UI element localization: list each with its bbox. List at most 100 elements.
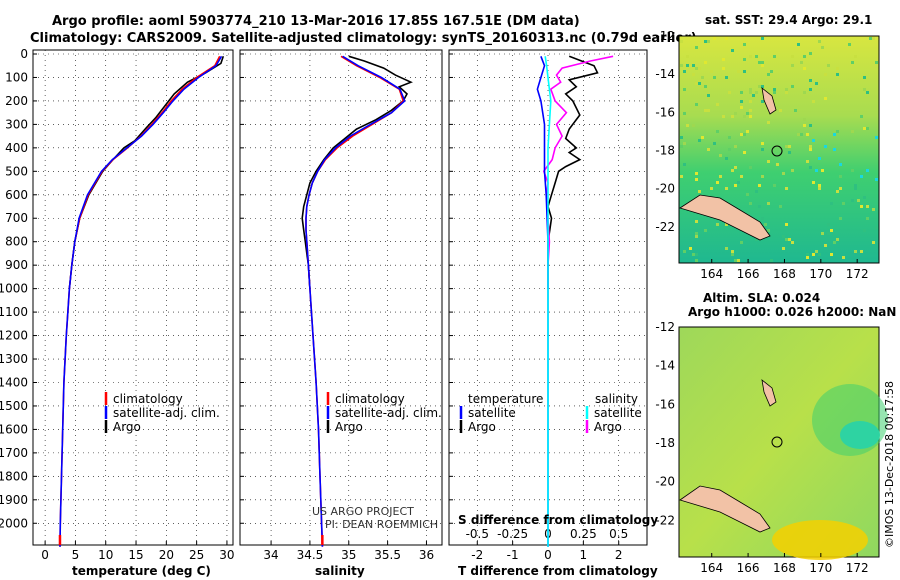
sst-pixel — [767, 229, 770, 232]
sst-pixel — [734, 112, 737, 115]
series-line-argo — [301, 55, 413, 289]
sst-pixel — [734, 184, 737, 187]
title-line-1: Argo profile: aoml 5903774_210 13-Mar-20… — [52, 14, 580, 29]
sst-pixel — [866, 217, 869, 220]
sst-pixel — [785, 91, 788, 94]
depth-tick-label: 2000 — [0, 516, 28, 530]
sst-pixel — [863, 229, 866, 232]
depth-tick-label: 100 — [5, 70, 28, 84]
sst-pixel — [749, 91, 752, 94]
depth-tick-label: 1600 — [0, 422, 28, 436]
legend-salinity-heading: salinity — [595, 392, 638, 406]
sst-pixel — [788, 238, 791, 241]
sst-pixel — [695, 259, 698, 262]
sst-pixel — [866, 91, 869, 94]
sst-pixel — [764, 223, 767, 226]
depth-tick-label: 0 — [20, 47, 28, 61]
sst-pixel — [761, 61, 764, 64]
sst-pixel — [758, 205, 761, 208]
difference-xlabel: T difference from climatology — [458, 564, 658, 578]
sst-pixel — [743, 58, 746, 61]
sst-pixel — [821, 46, 824, 49]
sst-pixel — [800, 133, 803, 136]
sst-pixel — [752, 94, 755, 97]
sst-pixel — [791, 64, 794, 67]
sst-pixel — [680, 40, 683, 43]
sst-pixel — [728, 136, 731, 139]
sst-pixel — [695, 220, 698, 223]
sst-pixel — [872, 208, 875, 211]
sst-pixel — [737, 259, 740, 262]
sst-pixel — [794, 109, 797, 112]
lat-tick-label: -14 — [655, 359, 675, 373]
sst-pixel — [680, 175, 683, 178]
vanuatu-island — [761, 379, 777, 407]
sst-pixel — [815, 169, 818, 172]
sst-pixel — [809, 52, 812, 55]
sst-pixel — [695, 253, 698, 256]
sst-pixel — [851, 61, 854, 64]
sst-pixel — [839, 187, 842, 190]
sla-yellow-patch — [772, 520, 868, 560]
sst-pixel — [695, 178, 698, 181]
sst-pixel — [860, 115, 863, 118]
sst-pixel — [695, 235, 698, 238]
sst-pixel — [692, 73, 695, 76]
x-tick-label: 2 — [615, 548, 623, 562]
lat-tick-label: -12 — [655, 320, 675, 334]
s-tick-label: 0.25 — [570, 527, 597, 541]
lon-tick-label: 172 — [846, 561, 869, 575]
sst-pixel — [851, 199, 854, 202]
sst-pixel — [707, 148, 710, 151]
sst-pixel — [812, 181, 815, 184]
sst-pixel — [872, 241, 875, 244]
sst-pixel — [749, 166, 752, 169]
sst-pixel — [686, 64, 689, 67]
lon-tick-label: 164 — [700, 561, 723, 575]
sst-pixel — [695, 103, 698, 106]
lon-tick-label: 172 — [846, 267, 869, 281]
sst-pixel — [791, 85, 794, 88]
sst-pixel — [704, 40, 707, 43]
sst-pixel — [875, 178, 878, 181]
depth-tick-label: 700 — [5, 211, 28, 225]
watermark: ©IMOS 13-Dec-2018 00:17:58 — [883, 381, 896, 548]
lon-tick-label: 166 — [737, 267, 760, 281]
sst-pixel — [758, 85, 761, 88]
x-tick-label: 34.5 — [297, 548, 324, 562]
temperature-legend: climatology satellite-adj. clim. Argo — [104, 392, 220, 434]
s-tick-label: 0.5 — [609, 527, 628, 541]
sst-pixel — [743, 115, 746, 118]
legend-temperature-heading: temperature — [468, 392, 543, 406]
sst-pixel — [749, 100, 752, 103]
x-tick-label: -1 — [507, 548, 519, 562]
sst-pixel — [743, 133, 746, 136]
temperature-xlabel: temperature (deg C) — [72, 564, 211, 578]
sst-pixel — [827, 64, 830, 67]
sst-pixel — [866, 205, 869, 208]
legend-climatology: climatology — [335, 392, 405, 406]
sst-pixel — [809, 124, 812, 127]
sst-pixel — [803, 55, 806, 58]
sst-pixel — [839, 175, 842, 178]
sst-pixel — [716, 223, 719, 226]
sst-pixel — [749, 109, 752, 112]
sst-pixel — [824, 145, 827, 148]
sst-pixel — [740, 106, 743, 109]
sst-pixel — [788, 151, 791, 154]
sst-pixel — [773, 55, 776, 58]
sla-map-title-line-2: Argo h1000: 0.026 h2000: NaN — [688, 305, 896, 319]
sst-pixel — [836, 238, 839, 241]
sst-pixel — [761, 64, 764, 67]
sla-map-title-line-1: Altim. SLA: 0.024 — [703, 291, 820, 305]
sst-pixel — [743, 151, 746, 154]
sst-pixel — [743, 70, 746, 73]
sst-pixel — [692, 64, 695, 67]
sst-pixel — [713, 76, 716, 79]
x-tick-label: -2 — [471, 548, 483, 562]
sst-pixel — [746, 193, 749, 196]
sst-pixel — [740, 175, 743, 178]
x-tick-label: 5 — [72, 548, 80, 562]
sst-pixel — [818, 40, 821, 43]
sst-pixel — [725, 76, 728, 79]
